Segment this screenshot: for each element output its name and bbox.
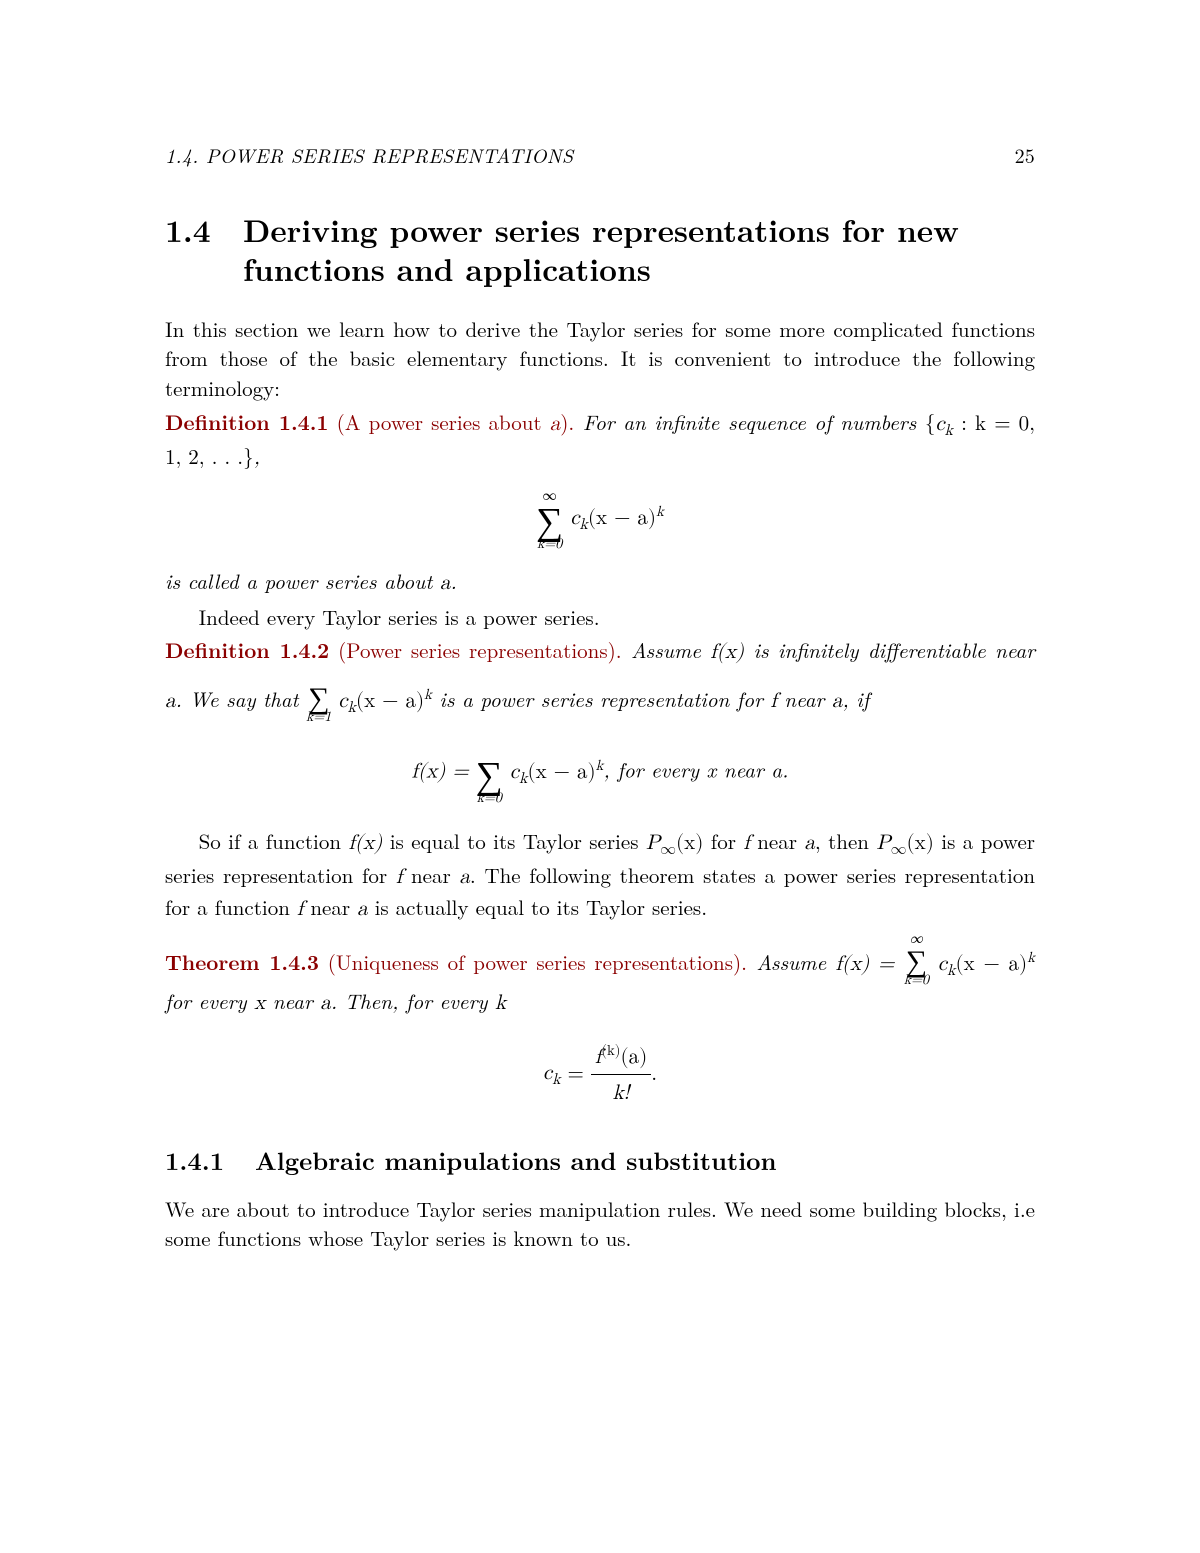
inline-sum: ∑k=1: [306, 668, 331, 724]
sigma-sum: ∞ ∑ k=0: [536, 488, 563, 550]
definition-1-4-2: Definition 1.4.2 (Power series represent…: [165, 636, 1035, 724]
running-header: 1.4. POWER SERIES REPRESENTATIONS 25: [165, 140, 1035, 169]
section-number: 1.4: [165, 211, 243, 289]
theorem-title: (Uniqueness of power series representati…: [319, 947, 747, 977]
definition-2-equation: f(x) = ∑ k=0 ck(x − a)k, for every x nea…: [165, 742, 1035, 804]
subsection-title: Algebraic manipulations and substitution: [255, 1143, 777, 1179]
explanatory-paragraph: So if a function f(x) is equal to its Ta…: [165, 827, 1035, 925]
theorem-label: Theorem 1.4.3: [165, 947, 319, 977]
definition-title-2: (Power series representations).: [329, 635, 621, 665]
running-title: 1.4. POWER SERIES REPRESENTATIONS: [165, 140, 573, 169]
definition-label-2: Definition 1.4.2: [165, 635, 329, 665]
page: 1.4. POWER SERIES REPRESENTATIONS 25 1.4…: [0, 0, 1200, 1553]
definition-title: (A power series about a).: [329, 407, 575, 437]
definition-1-4-1: Definition 1.4.1 (A power series about a…: [165, 408, 1035, 474]
subsection-heading: 1.4.1 Algebraic manipulations and substi…: [165, 1143, 1035, 1179]
body: In this section we learn how to derive t…: [165, 315, 1035, 1255]
definition-label: Definition 1.4.1: [165, 407, 329, 437]
sigma-sum-2: ∑ k=0: [476, 742, 503, 804]
section-heading: 1.4 Deriving power series representation…: [165, 211, 1035, 289]
remark-line: Indeed every Taylor series is a power se…: [165, 603, 1035, 633]
definition-1-closing: is called a power series about a.: [165, 567, 1035, 599]
fraction: f(k)(a) k!: [591, 1041, 651, 1110]
closing-paragraph: We are about to introduce Taylor series …: [165, 1195, 1035, 1255]
page-number: 25: [1015, 140, 1035, 169]
theorem-1-4-3: Theorem 1.4.3 (Uniqueness of power serie…: [165, 931, 1035, 1019]
definition-1-equation: ∞ ∑ k=0 ck(x − a)k: [165, 488, 1035, 550]
intro-paragraph: In this section we learn how to derive t…: [165, 315, 1035, 404]
subsection-number: 1.4.1: [165, 1143, 255, 1179]
section-title-text: Deriving power series representations fo…: [243, 211, 1035, 289]
theorem-equation: ck = f(k)(a) k! .: [165, 1041, 1035, 1110]
inline-sum-2: ∞∑k=0: [904, 931, 929, 987]
